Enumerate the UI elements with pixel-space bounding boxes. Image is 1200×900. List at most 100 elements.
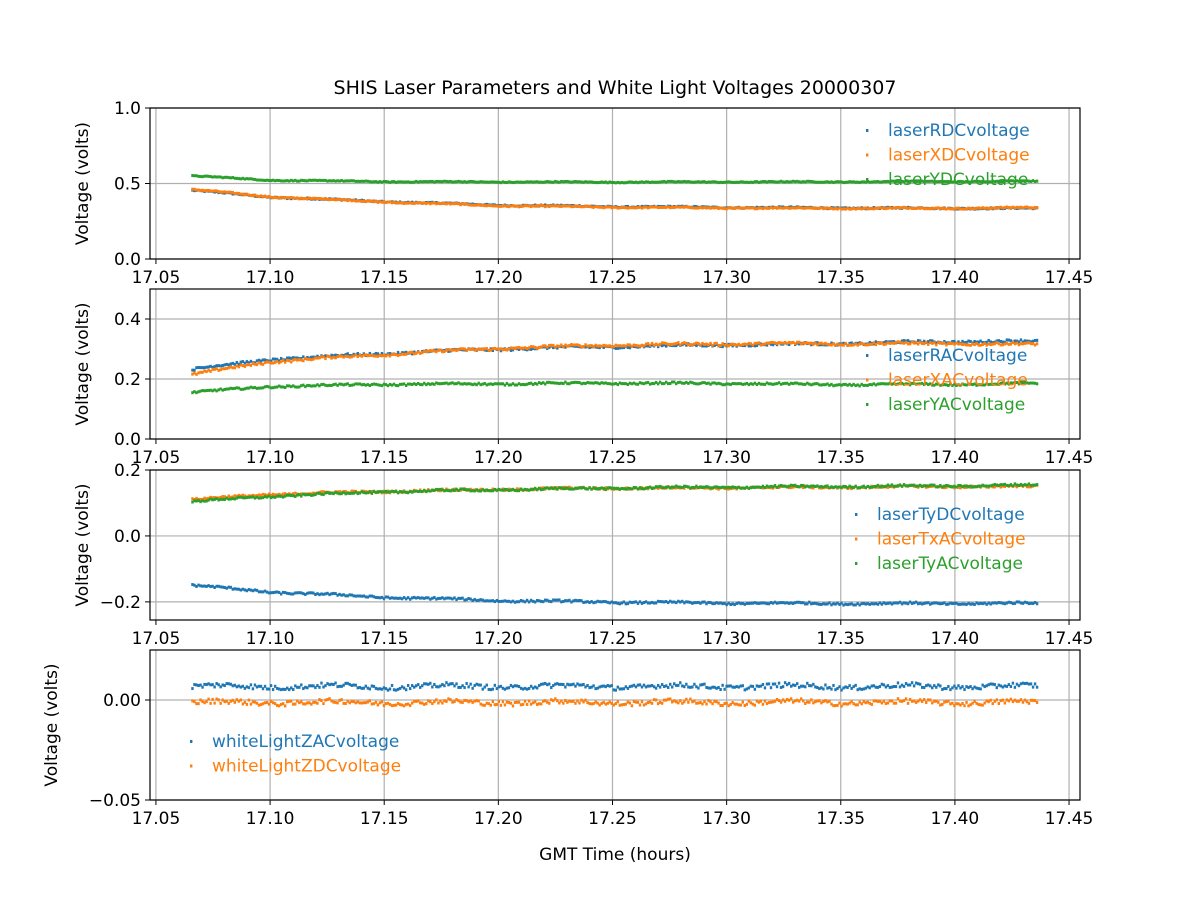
- data-point: [459, 382, 462, 386]
- data-point: [398, 490, 402, 494]
- data-point: [308, 384, 311, 388]
- data-point: [441, 683, 444, 687]
- data-point: [445, 179, 448, 183]
- data-point: [201, 700, 204, 704]
- data-point: [959, 383, 962, 387]
- data-point: [612, 180, 615, 184]
- data-point: [802, 684, 805, 688]
- data-point: [473, 382, 476, 386]
- data-point: [721, 704, 724, 708]
- data-point: [965, 484, 968, 488]
- data-point: [227, 190, 230, 194]
- data-point: [499, 488, 503, 492]
- data-point: [525, 180, 529, 184]
- data-point: [725, 684, 728, 688]
- data-point: [671, 342, 674, 346]
- data-point: [683, 486, 686, 490]
- data-point: [356, 199, 359, 203]
- data-point: [560, 343, 563, 347]
- data-point: [191, 699, 194, 703]
- data-point: [848, 602, 851, 606]
- data-point: [515, 489, 519, 493]
- data-point: [292, 494, 295, 498]
- data-point: [314, 196, 317, 200]
- data-point: [425, 180, 428, 184]
- data-point: [542, 487, 545, 491]
- data-point: [1019, 205, 1023, 209]
- data-point: [572, 487, 575, 491]
- data-point: [408, 350, 412, 354]
- data-point: [884, 207, 888, 211]
- data-point: [1025, 205, 1029, 209]
- data-point: [320, 592, 323, 596]
- data-point: [939, 179, 942, 183]
- data-point: [364, 684, 368, 688]
- data-point: [1009, 601, 1013, 605]
- data-point: [1027, 482, 1031, 486]
- data-point: [439, 348, 442, 352]
- data-point: [251, 386, 255, 390]
- data-point: [896, 206, 900, 210]
- data-point: [495, 347, 499, 351]
- data-point: [455, 487, 458, 491]
- data-point: [987, 338, 990, 342]
- data-point: [945, 180, 948, 184]
- data-point: [654, 485, 658, 489]
- x-tick-label: 17.25: [588, 268, 637, 288]
- data-point: [610, 701, 613, 705]
- data-point: [1033, 179, 1037, 183]
- data-point: [707, 381, 710, 385]
- data-point: [598, 205, 601, 209]
- data-point: [656, 180, 660, 184]
- data-point: [423, 381, 426, 385]
- data-point: [892, 341, 896, 345]
- data-point: [487, 382, 490, 386]
- data-point: [283, 687, 287, 691]
- data-point: [231, 361, 234, 365]
- data-point: [570, 683, 573, 687]
- data-point: [542, 344, 545, 348]
- data-point: [429, 681, 432, 685]
- data-point: [203, 584, 206, 588]
- data-point: [596, 701, 599, 705]
- data-point: [372, 354, 376, 358]
- data-point: [900, 602, 904, 606]
- data-point: [219, 685, 222, 689]
- data-point: [286, 196, 289, 200]
- data-point: [435, 348, 438, 352]
- data-point: [602, 180, 605, 184]
- data-point: [499, 204, 503, 208]
- data-point: [709, 700, 712, 704]
- data-point: [922, 339, 926, 343]
- data-point: [681, 701, 684, 705]
- data-point: [947, 484, 950, 488]
- data-point: [965, 179, 968, 183]
- data-point: [310, 178, 313, 182]
- data-point: [741, 180, 744, 184]
- data-point: [673, 485, 676, 489]
- data-point: [308, 196, 311, 200]
- data-point: [650, 180, 654, 184]
- data-point: [368, 180, 372, 184]
- data-point: [638, 486, 642, 490]
- data-point: [544, 699, 547, 703]
- data-point: [727, 684, 730, 688]
- data-point: [197, 188, 200, 192]
- data-point: [979, 339, 982, 343]
- data-point: [796, 484, 799, 488]
- data-point: [628, 180, 632, 184]
- data-point: [453, 684, 456, 688]
- data-point: [257, 358, 261, 362]
- data-point: [372, 595, 376, 599]
- data-point: [912, 684, 916, 688]
- data-point: [594, 687, 597, 691]
- data-point: [796, 381, 799, 385]
- data-point: [322, 592, 325, 596]
- data-point: [1035, 483, 1039, 487]
- data-point: [828, 342, 831, 346]
- data-point: [578, 683, 581, 687]
- data-point: [908, 179, 912, 183]
- data-point: [205, 365, 208, 369]
- data-point: [767, 382, 771, 386]
- data-point: [745, 687, 749, 691]
